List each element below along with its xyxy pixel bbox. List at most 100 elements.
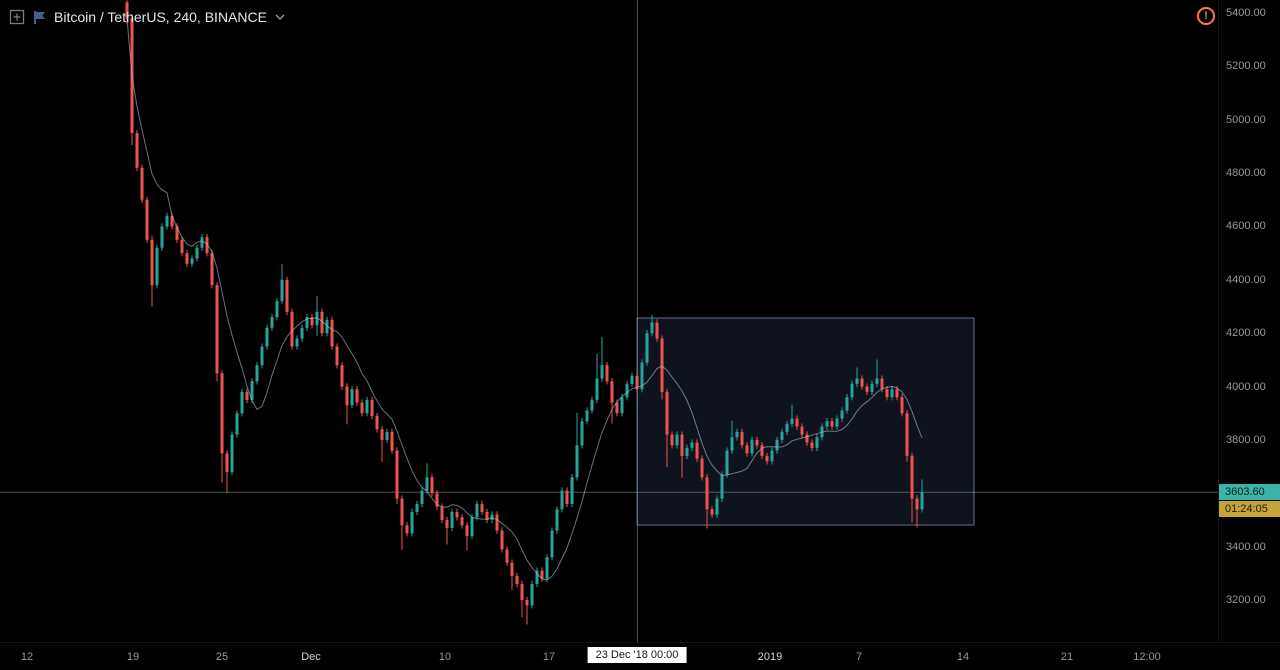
time-axis[interactable]: 23 Dec '18 00:00 12 19 25 Dec 10 17 2019 7 14 21 1… xyxy=(0,642,1280,670)
candle-body xyxy=(730,437,734,451)
price-axis-label: 3800.00 xyxy=(1226,433,1266,446)
price-axis-label: 4200.00 xyxy=(1226,327,1266,340)
candle-body xyxy=(255,365,259,382)
candle-body xyxy=(135,133,139,168)
candle-body xyxy=(615,402,619,414)
candle-body xyxy=(450,511,454,528)
plus-grid-icon[interactable] xyxy=(9,9,25,25)
candle-body xyxy=(880,378,884,390)
price-axis[interactable]: 5400.00 5200.00 5000.00 4800.00 4600.00 4400.… xyxy=(1218,0,1280,642)
candle-body xyxy=(830,421,834,427)
candle-body xyxy=(905,413,909,456)
candle-body xyxy=(715,498,719,515)
candle-body xyxy=(800,426,804,435)
warning-exclamation: ! xyxy=(1204,9,1208,22)
chevron-down-icon[interactable] xyxy=(275,14,285,20)
candle-body xyxy=(630,375,634,384)
candle-body xyxy=(275,301,279,318)
candle-body xyxy=(685,447,689,456)
candle-body xyxy=(390,431,394,451)
candle-body xyxy=(320,311,324,334)
candle-body xyxy=(325,319,329,334)
time-axis-label: 17 xyxy=(542,651,556,663)
candle-body xyxy=(720,474,724,499)
candle-body xyxy=(535,570,539,584)
candle-body xyxy=(420,490,424,504)
candle-body xyxy=(620,397,624,414)
candle-body xyxy=(495,514,499,531)
candle-body xyxy=(520,583,524,600)
symbol-legend[interactable]: Bitcoin / TetherUS, 240, BINANCE xyxy=(9,6,285,28)
candle-body xyxy=(475,503,479,518)
candle-body xyxy=(430,477,434,494)
candle-body xyxy=(795,418,799,427)
candle-body xyxy=(790,418,794,424)
candle-body xyxy=(150,239,154,286)
time-axis-label: 12 xyxy=(20,651,34,663)
candle-body xyxy=(695,442,699,459)
candle-body xyxy=(465,525,469,536)
candle-body xyxy=(640,362,644,390)
candle-body xyxy=(455,511,459,518)
time-axis-label: 2019 xyxy=(757,651,783,663)
candle-body xyxy=(565,490,569,504)
last-price-label: 3603.60 xyxy=(1219,484,1280,501)
candle-body xyxy=(600,365,604,379)
candle-body xyxy=(890,389,894,398)
candle-body xyxy=(185,253,189,264)
candle-body xyxy=(785,423,789,432)
time-axis-label: 10 xyxy=(438,651,452,663)
candle-body xyxy=(330,319,334,347)
candle-body xyxy=(510,562,514,576)
candle-body xyxy=(225,453,229,472)
candle-body xyxy=(485,511,489,520)
candle-body xyxy=(595,378,599,400)
candle-body xyxy=(395,450,399,499)
candle-body xyxy=(300,327,304,339)
time-axis-label: 21 xyxy=(1060,651,1074,663)
candle-body xyxy=(585,410,589,422)
flag-icon[interactable] xyxy=(33,10,46,25)
candle-body xyxy=(550,530,554,558)
candle-body xyxy=(755,439,759,446)
candle-body xyxy=(840,410,844,419)
candle-body xyxy=(910,455,914,499)
candle-body xyxy=(400,498,404,526)
candle-body xyxy=(745,445,749,454)
candle-body xyxy=(915,498,919,510)
candle-body xyxy=(735,431,739,438)
candle-body xyxy=(220,373,224,454)
legend-symbol-text[interactable]: Bitcoin / TetherUS, 240, BINANCE xyxy=(54,9,267,25)
candle-body xyxy=(760,445,764,456)
candle-body xyxy=(845,397,849,411)
candle-body xyxy=(160,226,164,248)
candle-body xyxy=(825,421,829,427)
selection-box-drawing[interactable] xyxy=(636,317,975,526)
candle-body xyxy=(370,399,374,416)
candle-body xyxy=(555,509,559,531)
candle-body xyxy=(770,450,774,462)
ma-line xyxy=(126,18,923,581)
candle-body xyxy=(195,247,199,259)
data-problem-warning-icon[interactable]: ! xyxy=(1197,7,1215,25)
candle-body xyxy=(865,386,869,392)
candle-body xyxy=(270,317,274,328)
candle-body xyxy=(470,517,474,536)
candle-body xyxy=(145,199,149,240)
candle-body xyxy=(260,346,264,366)
price-axis-label: 5000.00 xyxy=(1226,113,1266,126)
candle-body xyxy=(530,583,534,606)
candle-body xyxy=(245,391,249,400)
candle-body xyxy=(315,311,319,326)
candle-body xyxy=(350,389,354,406)
candle-body xyxy=(190,258,194,264)
candle-body xyxy=(215,285,219,374)
candle-body xyxy=(835,418,839,427)
candlestick-chart[interactable] xyxy=(0,0,1218,642)
candle-body xyxy=(340,365,344,387)
time-axis-label: 12:00 xyxy=(1133,651,1161,663)
candle-body xyxy=(440,506,444,520)
chart-canvas[interactable] xyxy=(0,0,1218,642)
candle-body xyxy=(775,439,779,451)
candle-body xyxy=(170,215,174,227)
